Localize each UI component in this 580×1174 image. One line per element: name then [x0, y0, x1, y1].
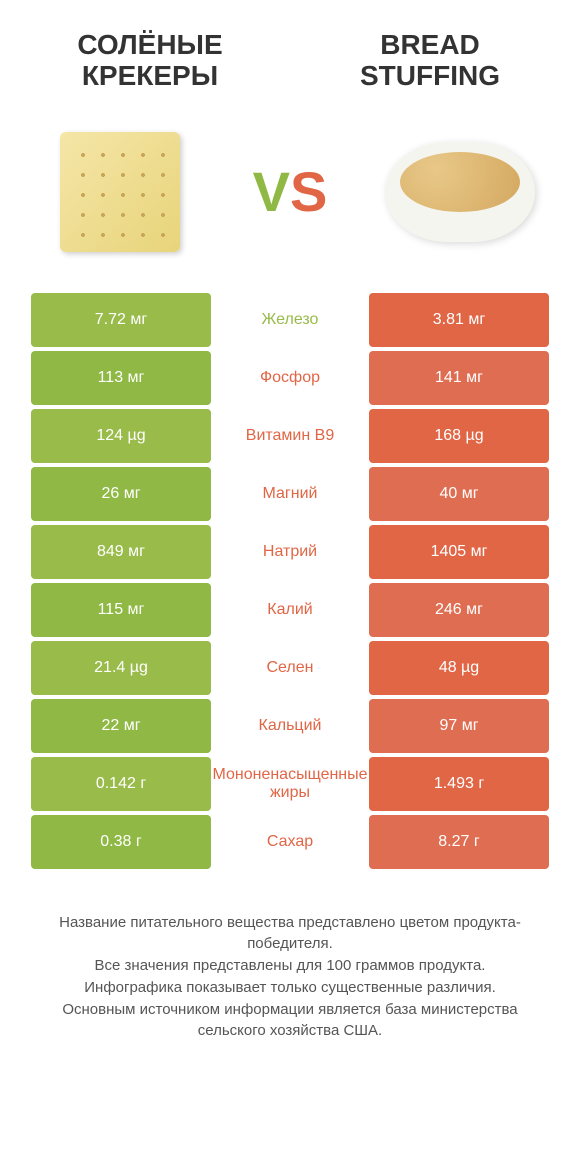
left-value: 115 мг [31, 583, 211, 637]
right-value: 3.81 мг [369, 293, 549, 347]
table-row: 115 мгКалий246 мг [30, 582, 550, 638]
footnote: Название питательного вещества представл… [0, 872, 580, 1063]
right-value: 97 мг [369, 699, 549, 753]
footnote-line: Основным источником информации является … [30, 999, 550, 1043]
left-value: 0.38 г [31, 815, 211, 869]
left-product-title: СОЛЁНЫЕ КРЕКЕРЫ [40, 30, 260, 92]
nutrient-label: Селен [212, 640, 368, 696]
right-value: 1.493 г [369, 757, 549, 811]
nutrient-label: Калий [212, 582, 368, 638]
right-product-image [380, 122, 540, 262]
left-product-image [40, 122, 200, 262]
table-row: 124 µgВитамин B9168 µg [30, 408, 550, 464]
right-value: 168 µg [369, 409, 549, 463]
left-value: 113 мг [31, 351, 211, 405]
right-value: 1405 мг [369, 525, 549, 579]
comparison-table: 7.72 мгЖелезо3.81 мг113 мгФосфор141 мг12… [0, 292, 580, 872]
nutrient-label: Фосфор [212, 350, 368, 406]
vs-v: V [253, 160, 290, 223]
nutrient-label: Кальций [212, 698, 368, 754]
nutrient-label: Витамин B9 [212, 408, 368, 464]
table-row: 849 мгНатрий1405 мг [30, 524, 550, 580]
footnote-line: Название питательного вещества представл… [30, 912, 550, 956]
table-row: 0.142 гМононенасыщенные жиры1.493 г [30, 756, 550, 812]
right-value: 141 мг [369, 351, 549, 405]
table-row: 0.38 гСахар8.27 г [30, 814, 550, 870]
footnote-line: Инфографика показывает только существенн… [30, 977, 550, 999]
header: СОЛЁНЫЕ КРЕКЕРЫ BREAD STUFFING [0, 0, 580, 102]
left-value: 22 мг [31, 699, 211, 753]
table-row: 113 мгФосфор141 мг [30, 350, 550, 406]
nutrient-label: Натрий [212, 524, 368, 580]
right-value: 48 µg [369, 641, 549, 695]
nutrient-label: Магний [212, 466, 368, 522]
images-row: VS [0, 102, 580, 292]
left-value: 849 мг [31, 525, 211, 579]
right-value: 246 мг [369, 583, 549, 637]
vs-label: VS [253, 159, 328, 224]
right-value: 8.27 г [369, 815, 549, 869]
nutrient-label: Мононенасыщенные жиры [212, 756, 368, 812]
footnote-line: Все значения представлены для 100 граммо… [30, 955, 550, 977]
left-value: 7.72 мг [31, 293, 211, 347]
left-value: 26 мг [31, 467, 211, 521]
bowl-icon [385, 142, 535, 242]
nutrient-label: Сахар [212, 814, 368, 870]
table-row: 26 мгМагний40 мг [30, 466, 550, 522]
table-row: 21.4 µgСелен48 µg [30, 640, 550, 696]
right-value: 40 мг [369, 467, 549, 521]
right-product-title: BREAD STUFFING [320, 30, 540, 92]
table-row: 22 мгКальций97 мг [30, 698, 550, 754]
vs-s: S [290, 160, 327, 223]
nutrient-label: Железо [212, 292, 368, 348]
left-value: 124 µg [31, 409, 211, 463]
left-value: 0.142 г [31, 757, 211, 811]
cracker-icon [60, 132, 180, 252]
table-row: 7.72 мгЖелезо3.81 мг [30, 292, 550, 348]
left-value: 21.4 µg [31, 641, 211, 695]
